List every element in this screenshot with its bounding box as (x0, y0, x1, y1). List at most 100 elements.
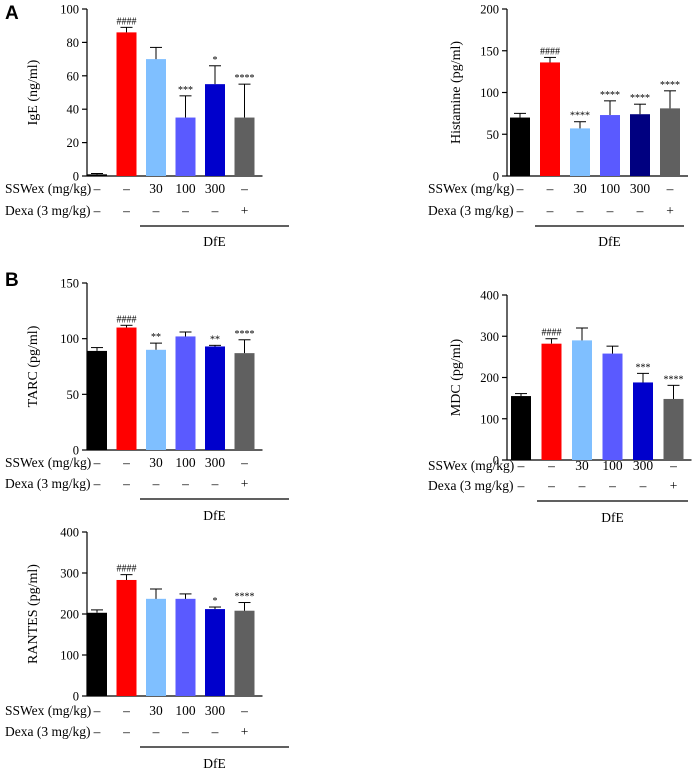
tarc-significance-5: ** (210, 334, 220, 345)
histamine-dexa-cell-2: – (546, 203, 554, 218)
histamine-bar-4 (600, 115, 620, 176)
mdc-significance-2: #### (542, 328, 562, 339)
mdc-dfe-group-label: DfE (601, 510, 624, 525)
mdc-y-axis-label: MDC (pg/ml) (449, 338, 464, 416)
histamine-significance-4: **** (600, 90, 620, 101)
mdc-bar-4 (602, 353, 623, 460)
mdc-sswex-cell-1: – (517, 458, 525, 473)
rantes-significance-6: **** (235, 592, 255, 603)
histamine-row-label-dexa: Dexa (3 mg/kg) (428, 203, 513, 218)
rantes-dexa-cell-4: – (181, 724, 189, 739)
tarc-row-label-dexa: Dexa (3 mg/kg) (5, 476, 90, 491)
ige-dexa-cell-2: – (122, 203, 130, 218)
histamine-y-tick-label: 0 (493, 170, 499, 184)
histamine-significance-5: **** (630, 93, 650, 104)
ige-y-tick-label: 0 (73, 170, 79, 184)
rantes-sswex-cell-6: – (240, 703, 248, 718)
histamine-bar-3 (570, 128, 590, 176)
tarc-bar-3 (146, 349, 166, 450)
rantes-bar-6 (234, 610, 255, 696)
tarc-dexa-cell-6: + (241, 476, 249, 491)
ige-significance-4: *** (178, 85, 193, 96)
tarc-y-tick-label: 150 (60, 277, 79, 291)
mdc-dexa-cell-6: + (670, 478, 678, 493)
ige-dexa-cell-6: + (241, 203, 249, 218)
tarc-bar-4 (175, 336, 196, 450)
histamine-bar-1 (510, 117, 530, 176)
ige-y-tick-label: 40 (67, 103, 80, 117)
tarc-y-tick-label: 0 (73, 444, 79, 458)
tarc-sswex-cell-1: – (93, 455, 101, 470)
ige-row-label-sswex: SSWex (mg/kg) (5, 181, 91, 196)
tarc-row-label-sswex: SSWex (mg/kg) (5, 455, 91, 470)
tarc-y-axis-label: TARC (pg/ml) (26, 325, 41, 407)
rantes-significance-5: * (213, 596, 218, 607)
ige-bar-5 (205, 84, 225, 176)
ige-sswex-cell-1: – (93, 181, 101, 196)
mdc-row-label-sswex: SSWex (mg/kg) (428, 458, 514, 473)
rantes-dexa-cell-2: – (122, 724, 130, 739)
tarc-y-tick-label: 50 (67, 388, 80, 402)
ige-bar-4 (175, 117, 196, 176)
histamine-y-tick-label: 50 (487, 128, 500, 142)
tarc-sswex-cell-4: 100 (175, 455, 196, 470)
histamine-dexa-cell-4: – (606, 203, 614, 218)
tarc-dfe-group-label: DfE (203, 508, 226, 523)
tarc-dexa-cell-4: – (181, 476, 189, 491)
mdc-y-tick-label: 400 (480, 289, 499, 303)
tarc-y-tick-label: 100 (60, 332, 79, 346)
rantes-dfe-group-label: DfE (203, 756, 226, 771)
ige-y-tick-label: 20 (67, 136, 80, 150)
tarc-bar-5 (205, 346, 225, 450)
ige-dexa-cell-3: – (152, 203, 160, 218)
histamine-bar-5 (630, 114, 650, 176)
rantes-sswex-cell-5: 300 (205, 703, 226, 718)
mdc-dexa-cell-2: – (547, 478, 555, 493)
tarc-significance-3: ** (151, 332, 161, 343)
ige-sswex-cell-3: 30 (149, 181, 163, 196)
mdc-dexa-cell-3: – (578, 478, 586, 493)
rantes-y-axis-label: RANTES (pg/ml) (26, 564, 41, 664)
histamine-sswex-cell-2: – (546, 181, 554, 196)
rantes-bar-1 (87, 612, 107, 696)
tarc-dexa-cell-5: – (211, 476, 219, 491)
mdc-sswex-cell-5: 300 (633, 458, 654, 473)
rantes-dexa-cell-3: – (152, 724, 160, 739)
tarc-bar-6 (234, 353, 255, 450)
ige-y-tick-label: 60 (67, 69, 80, 83)
ige-bar-6 (234, 117, 255, 176)
mdc-significance-5: *** (636, 362, 651, 373)
ige-significance-5: * (213, 55, 218, 66)
ige-significance-6: **** (235, 73, 255, 84)
mdc-bar-6 (663, 398, 684, 460)
rantes-bar-2 (116, 579, 137, 696)
histamine-y-tick-label: 200 (480, 3, 499, 17)
histamine-bar-2 (540, 62, 560, 176)
histamine-dfe-group-label: DfE (598, 234, 621, 249)
mdc-dexa-cell-5: – (639, 478, 647, 493)
ige-bar-1 (87, 174, 107, 176)
mdc-sswex-cell-3: 30 (575, 458, 589, 473)
ige-sswex-cell-2: – (122, 181, 130, 196)
tarc-dexa-cell-3: – (152, 476, 160, 491)
tarc-dexa-cell-2: – (122, 476, 130, 491)
mdc-dexa-cell-1: – (517, 478, 525, 493)
ige-dexa-cell-5: – (211, 203, 219, 218)
mdc-significance-6: **** (664, 374, 684, 385)
rantes-sswex-cell-3: 30 (149, 703, 163, 718)
rantes-y-tick-label: 0 (73, 690, 79, 704)
histamine-y-axis-label: Histamine (pg/ml) (449, 41, 464, 144)
mdc-sswex-cell-4: 100 (602, 458, 623, 473)
ige-sswex-cell-5: 300 (205, 181, 226, 196)
tarc-bar-1 (87, 350, 107, 450)
histamine-y-tick-label: 150 (480, 44, 499, 58)
histamine-significance-2: #### (540, 46, 560, 57)
rantes-dexa-cell-6: + (241, 724, 249, 739)
histamine-sswex-cell-1: – (516, 181, 524, 196)
mdc-sswex-cell-2: – (547, 458, 555, 473)
ige-significance-2: #### (117, 16, 137, 27)
ige-bar-2 (116, 32, 137, 176)
rantes-bar-4 (175, 598, 196, 696)
rantes-bar-3 (146, 598, 166, 696)
